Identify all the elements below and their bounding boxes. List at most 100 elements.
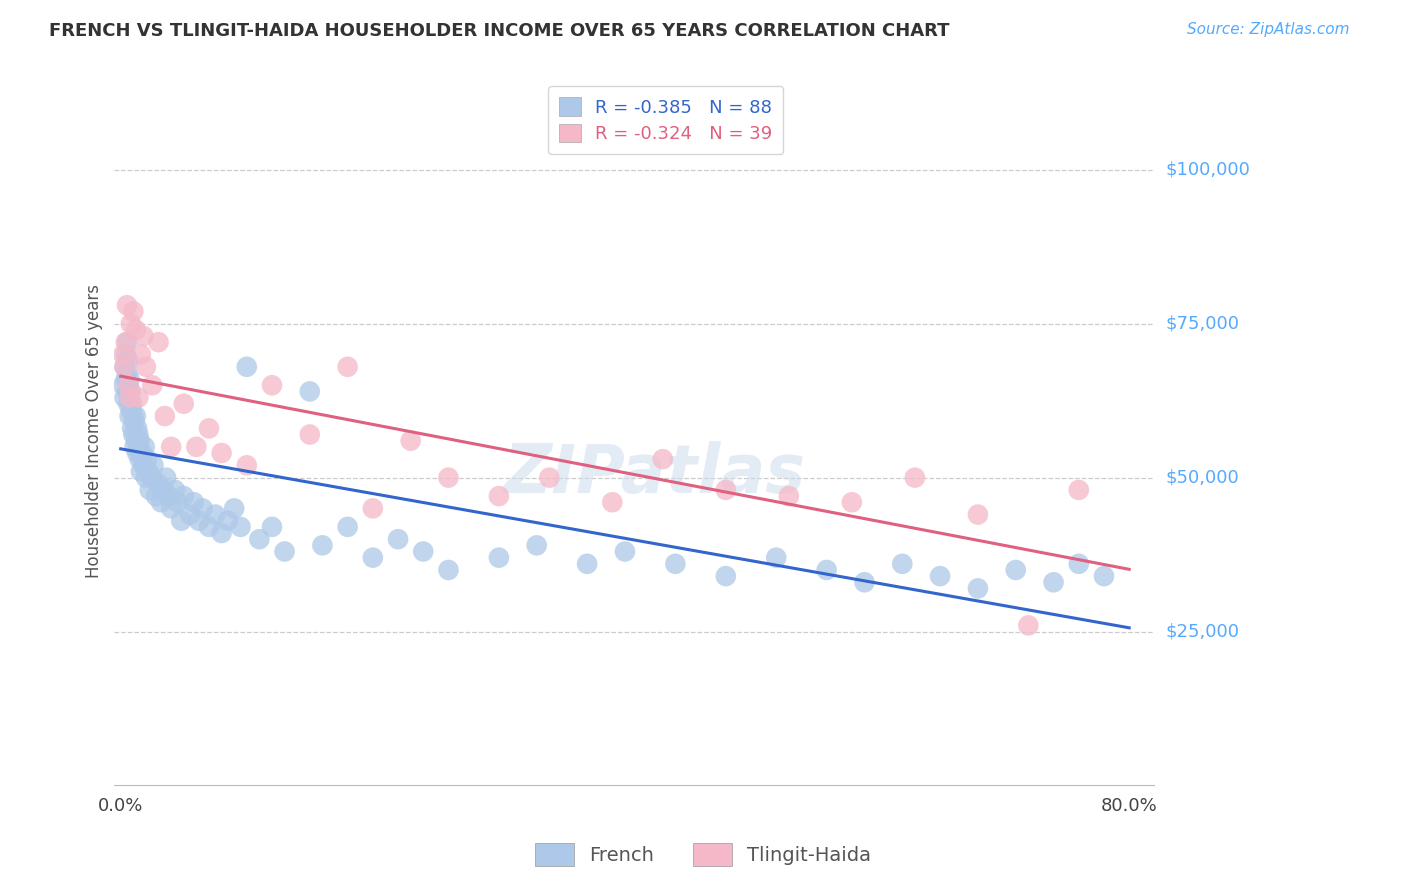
Point (148, 476, 170, 491)
Point (127, 427, 149, 442)
Point (204, 508, 226, 522)
Point (651, 452, 673, 467)
Point (117, 353, 139, 368)
Point (211, 526, 233, 541)
Point (160, 440, 183, 454)
Point (336, 520, 359, 534)
Point (967, 508, 990, 522)
Point (132, 458, 155, 473)
Point (217, 514, 239, 528)
Text: Source: ZipAtlas.com: Source: ZipAtlas.com (1187, 22, 1350, 37)
Point (134, 440, 156, 454)
Point (361, 501, 384, 516)
Text: ZIPatlas: ZIPatlas (505, 441, 806, 507)
Point (1067, 557, 1090, 571)
Point (526, 538, 548, 552)
Point (115, 298, 138, 312)
Point (135, 470, 157, 484)
Point (602, 495, 624, 509)
Point (112, 378, 135, 392)
Point (311, 538, 333, 552)
Point (163, 483, 186, 497)
Point (138, 483, 160, 497)
Legend: French, Tlingit-Haida: French, Tlingit-Haida (527, 835, 879, 873)
Y-axis label: Householder Income Over 65 years: Householder Income Over 65 years (86, 285, 103, 578)
Point (236, 359, 259, 374)
Point (173, 397, 195, 411)
Point (1017, 618, 1039, 632)
Text: FRENCH VS TLINGIT-HAIDA HOUSEHOLDER INCOME OVER 65 YEARS CORRELATION CHART: FRENCH VS TLINGIT-HAIDA HOUSEHOLDER INCO… (49, 22, 949, 40)
Point (173, 489, 195, 503)
Point (114, 391, 136, 405)
Point (136, 452, 159, 467)
Point (211, 446, 233, 460)
Text: $75,000: $75,000 (1166, 315, 1240, 333)
Point (298, 384, 321, 399)
Point (128, 434, 150, 448)
Point (124, 415, 146, 429)
Point (179, 508, 201, 522)
Point (141, 470, 163, 484)
Point (412, 544, 434, 558)
Point (229, 520, 252, 534)
Point (145, 489, 167, 503)
Point (122, 409, 145, 423)
Point (117, 378, 139, 392)
Point (127, 391, 149, 405)
Legend: R = -0.385   N = 88, R = -0.324   N = 39: R = -0.385 N = 88, R = -0.324 N = 39 (548, 87, 783, 154)
Point (260, 378, 283, 392)
Point (114, 335, 136, 350)
Point (191, 501, 214, 516)
Point (170, 514, 193, 528)
Point (127, 446, 149, 460)
Point (120, 317, 142, 331)
Point (613, 544, 636, 558)
Point (120, 384, 142, 399)
Point (114, 359, 136, 374)
Point (121, 421, 143, 435)
Point (1004, 563, 1026, 577)
Point (157, 489, 180, 503)
Point (135, 359, 157, 374)
Point (117, 378, 139, 392)
Point (929, 569, 952, 583)
Point (118, 372, 141, 386)
Point (115, 335, 138, 350)
Point (891, 557, 914, 571)
Point (778, 489, 800, 503)
Point (815, 563, 838, 577)
Point (153, 409, 176, 423)
Point (273, 544, 295, 558)
Point (967, 582, 990, 596)
Point (437, 563, 460, 577)
Point (118, 409, 141, 423)
Text: $50,000: $50,000 (1166, 468, 1239, 487)
Point (538, 470, 561, 484)
Point (1067, 483, 1090, 497)
Point (120, 403, 142, 417)
Text: $100,000: $100,000 (1166, 161, 1250, 178)
Point (187, 514, 209, 528)
Point (118, 391, 141, 405)
Point (112, 347, 135, 361)
Point (260, 520, 283, 534)
Point (765, 550, 787, 565)
Point (138, 465, 160, 479)
Point (114, 347, 136, 361)
Point (150, 495, 173, 509)
Point (155, 470, 177, 484)
Point (127, 421, 149, 435)
Point (122, 427, 145, 442)
Point (125, 323, 148, 337)
Point (166, 495, 188, 509)
Point (853, 575, 876, 590)
Point (152, 483, 174, 497)
Point (714, 483, 737, 497)
Point (488, 550, 510, 565)
Point (128, 452, 150, 467)
Point (198, 520, 221, 534)
Point (160, 501, 183, 516)
Text: $25,000: $25,000 (1166, 623, 1240, 640)
Point (125, 434, 148, 448)
Point (117, 397, 139, 411)
